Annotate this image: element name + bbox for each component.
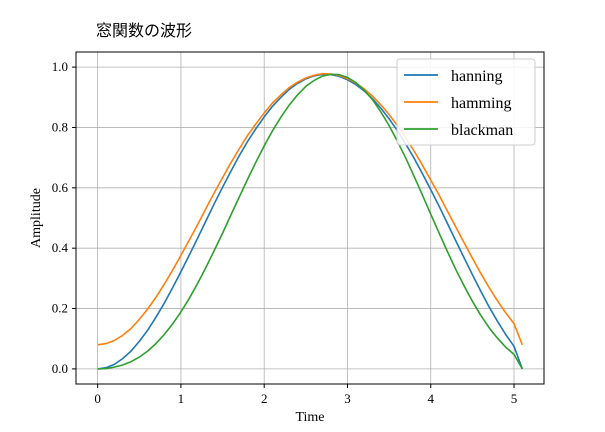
legend-box	[396, 58, 536, 146]
y-tick-label: 0.0	[52, 361, 68, 376]
y-tick-label: 0.6	[52, 180, 69, 195]
legend-label-blackman: blackman	[451, 122, 513, 139]
y-tick-label: 0.8	[52, 119, 68, 134]
legend-label-hanning: hanning	[451, 68, 503, 85]
axis-ticks: 0 1 2 3 4 5 0.0 0.2 0.4 0.6 0.8 1.0	[52, 59, 518, 406]
x-tick-label: 3	[344, 391, 351, 406]
y-tick-label: 0.2	[52, 301, 68, 316]
y-axis-label: Amplitude	[29, 188, 44, 248]
series-line-blackman	[97, 73, 523, 370]
y-tick-label: 0.4	[52, 240, 69, 255]
chart-title: 窓関数の波形	[96, 21, 192, 40]
series-lines	[97, 72, 524, 370]
x-axis-label: Time	[295, 410, 324, 425]
legend-label-hamming: hamming	[451, 95, 511, 112]
x-tick-label: 2	[261, 391, 268, 406]
plot-frame	[75, 51, 545, 385]
legend: hanning hamming blackman	[396, 58, 536, 146]
x-tick-label: 5	[511, 391, 518, 406]
series-line-hamming	[97, 72, 524, 346]
x-tick-label: 0	[94, 391, 101, 406]
y-tick-label: 1.0	[52, 59, 68, 74]
x-tick-label: 4	[427, 391, 434, 406]
x-tick-label: 1	[178, 391, 185, 406]
